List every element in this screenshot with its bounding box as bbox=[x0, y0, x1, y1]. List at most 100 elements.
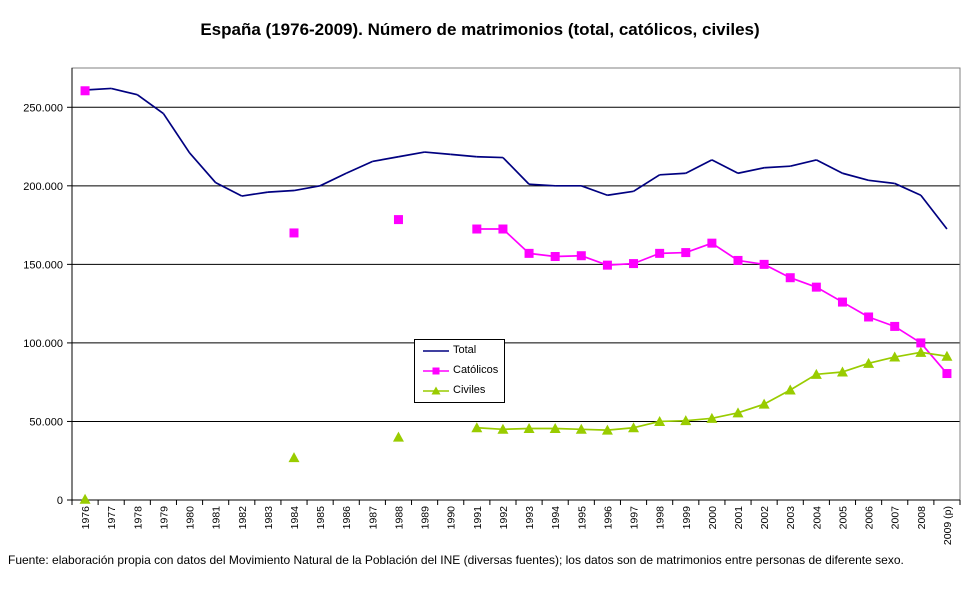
x-tick-label: 2009 (p) bbox=[942, 506, 954, 545]
data-point-square bbox=[916, 338, 926, 348]
data-point-triangle bbox=[680, 415, 692, 426]
data-point-square bbox=[864, 312, 874, 322]
data-point-triangle bbox=[915, 346, 927, 357]
x-tick-label: 1996 bbox=[602, 506, 614, 530]
data-point-triangle bbox=[288, 452, 300, 463]
series-2 bbox=[79, 346, 953, 504]
data-point-triangle bbox=[523, 423, 535, 434]
x-tick-label: 1999 bbox=[681, 506, 693, 530]
series-line-segment bbox=[267, 189, 295, 193]
series bbox=[79, 86, 953, 504]
series-line-segment bbox=[476, 155, 503, 159]
x-tick-label: 2006 bbox=[864, 506, 876, 530]
data-point-triangle bbox=[863, 357, 875, 368]
data-point-square bbox=[759, 259, 769, 269]
series-1 bbox=[80, 86, 952, 379]
series-line-segment bbox=[241, 191, 269, 197]
series-line-segment bbox=[136, 94, 164, 115]
x-tick-label: 1990 bbox=[446, 506, 458, 530]
x-tick-label: 2003 bbox=[785, 506, 797, 530]
series-line-segment bbox=[842, 362, 869, 373]
series-line-segment bbox=[842, 172, 869, 182]
data-point-square bbox=[681, 248, 691, 258]
series-line-segment bbox=[502, 427, 530, 431]
y-tick-label: 150.000 bbox=[23, 259, 63, 271]
series-line-segment bbox=[894, 351, 921, 358]
legend-label-total: Total bbox=[453, 344, 477, 356]
x-tick-label: 1993 bbox=[524, 506, 536, 530]
x-tick-label: 1982 bbox=[237, 506, 249, 530]
y-tick-labels: 0 50.000 100.000 150.000 200.000 250.000 bbox=[23, 102, 63, 507]
series-line-segment bbox=[607, 426, 634, 431]
x-tick-label: 2008 bbox=[916, 506, 928, 530]
series-line-segment bbox=[816, 371, 843, 376]
data-point-triangle bbox=[497, 423, 509, 434]
x-tick-label: 1991 bbox=[472, 506, 484, 530]
series-line-segment bbox=[555, 427, 582, 431]
x-tick-label: 1994 bbox=[550, 506, 562, 530]
series-line-segment bbox=[920, 194, 948, 230]
series-line-segment bbox=[633, 420, 660, 429]
series-0 bbox=[85, 87, 948, 230]
data-point-triangle bbox=[889, 351, 901, 362]
data-point-square bbox=[550, 252, 560, 262]
series-line-segment bbox=[790, 159, 817, 168]
series-line-segment bbox=[685, 417, 712, 422]
data-point-square bbox=[393, 215, 403, 225]
legend-square-marker-icon bbox=[423, 367, 449, 375]
series-line-segment bbox=[581, 428, 608, 431]
series-line-segment bbox=[868, 179, 895, 185]
legend-entry-catolicos: Católicos bbox=[415, 362, 504, 380]
data-point-triangle bbox=[836, 366, 848, 377]
series-line-segment bbox=[502, 156, 530, 185]
data-point-square bbox=[733, 255, 743, 265]
series-line-segment bbox=[162, 113, 191, 154]
legend: Total Católicos Civiles bbox=[414, 339, 505, 403]
legend-triangle-marker-icon bbox=[423, 386, 449, 395]
series-line-segment bbox=[424, 151, 451, 156]
x-tick-label: 1987 bbox=[367, 506, 379, 530]
legend-entry-total: Total bbox=[415, 342, 504, 360]
series-line-segment bbox=[815, 159, 843, 175]
data-point-square bbox=[602, 260, 612, 270]
axes bbox=[67, 67, 961, 505]
x-tick-label: 2001 bbox=[733, 506, 745, 530]
data-point-triangle bbox=[549, 423, 561, 434]
data-point-triangle bbox=[392, 431, 404, 442]
series-line-segment bbox=[711, 411, 739, 420]
series-line-segment bbox=[319, 172, 347, 187]
series-line-segment bbox=[868, 356, 895, 365]
x-tick-label: 1984 bbox=[289, 506, 301, 530]
x-tick-label: 1978 bbox=[132, 506, 144, 530]
legend-line-icon bbox=[423, 350, 449, 352]
data-point-triangle bbox=[706, 412, 718, 423]
series-line-segment bbox=[920, 351, 948, 358]
y-tick-label: 100.000 bbox=[23, 338, 63, 350]
data-point-triangle bbox=[784, 384, 796, 395]
series-line-segment bbox=[476, 426, 503, 431]
plot-frame bbox=[71, 67, 961, 501]
series-line-segment bbox=[607, 190, 634, 197]
data-point-square bbox=[655, 248, 665, 258]
series-line-segment bbox=[398, 151, 425, 158]
series-line-segment bbox=[581, 185, 608, 197]
x-tick-label: 1997 bbox=[629, 506, 641, 530]
series-line-segment bbox=[188, 152, 217, 184]
series-line-segment bbox=[659, 172, 686, 176]
y-tick-label: 50.000 bbox=[29, 416, 63, 428]
data-point-square bbox=[576, 251, 586, 261]
series-line-segment bbox=[920, 342, 948, 375]
x-tick-label: 1995 bbox=[576, 506, 588, 530]
data-point-square bbox=[811, 282, 821, 292]
x-tick-label: 1989 bbox=[420, 506, 432, 530]
gridlines bbox=[72, 106, 960, 422]
data-point-square bbox=[707, 238, 717, 248]
x-tick-label: 1976 bbox=[80, 506, 92, 530]
data-point-triangle bbox=[758, 398, 770, 409]
series-line-segment bbox=[764, 165, 791, 169]
y-tick-label: 250.000 bbox=[23, 102, 63, 114]
series-line-segment bbox=[110, 87, 138, 96]
x-tick-label: 2000 bbox=[707, 506, 719, 530]
data-point-square bbox=[498, 224, 508, 234]
series-line-segment bbox=[685, 159, 713, 175]
